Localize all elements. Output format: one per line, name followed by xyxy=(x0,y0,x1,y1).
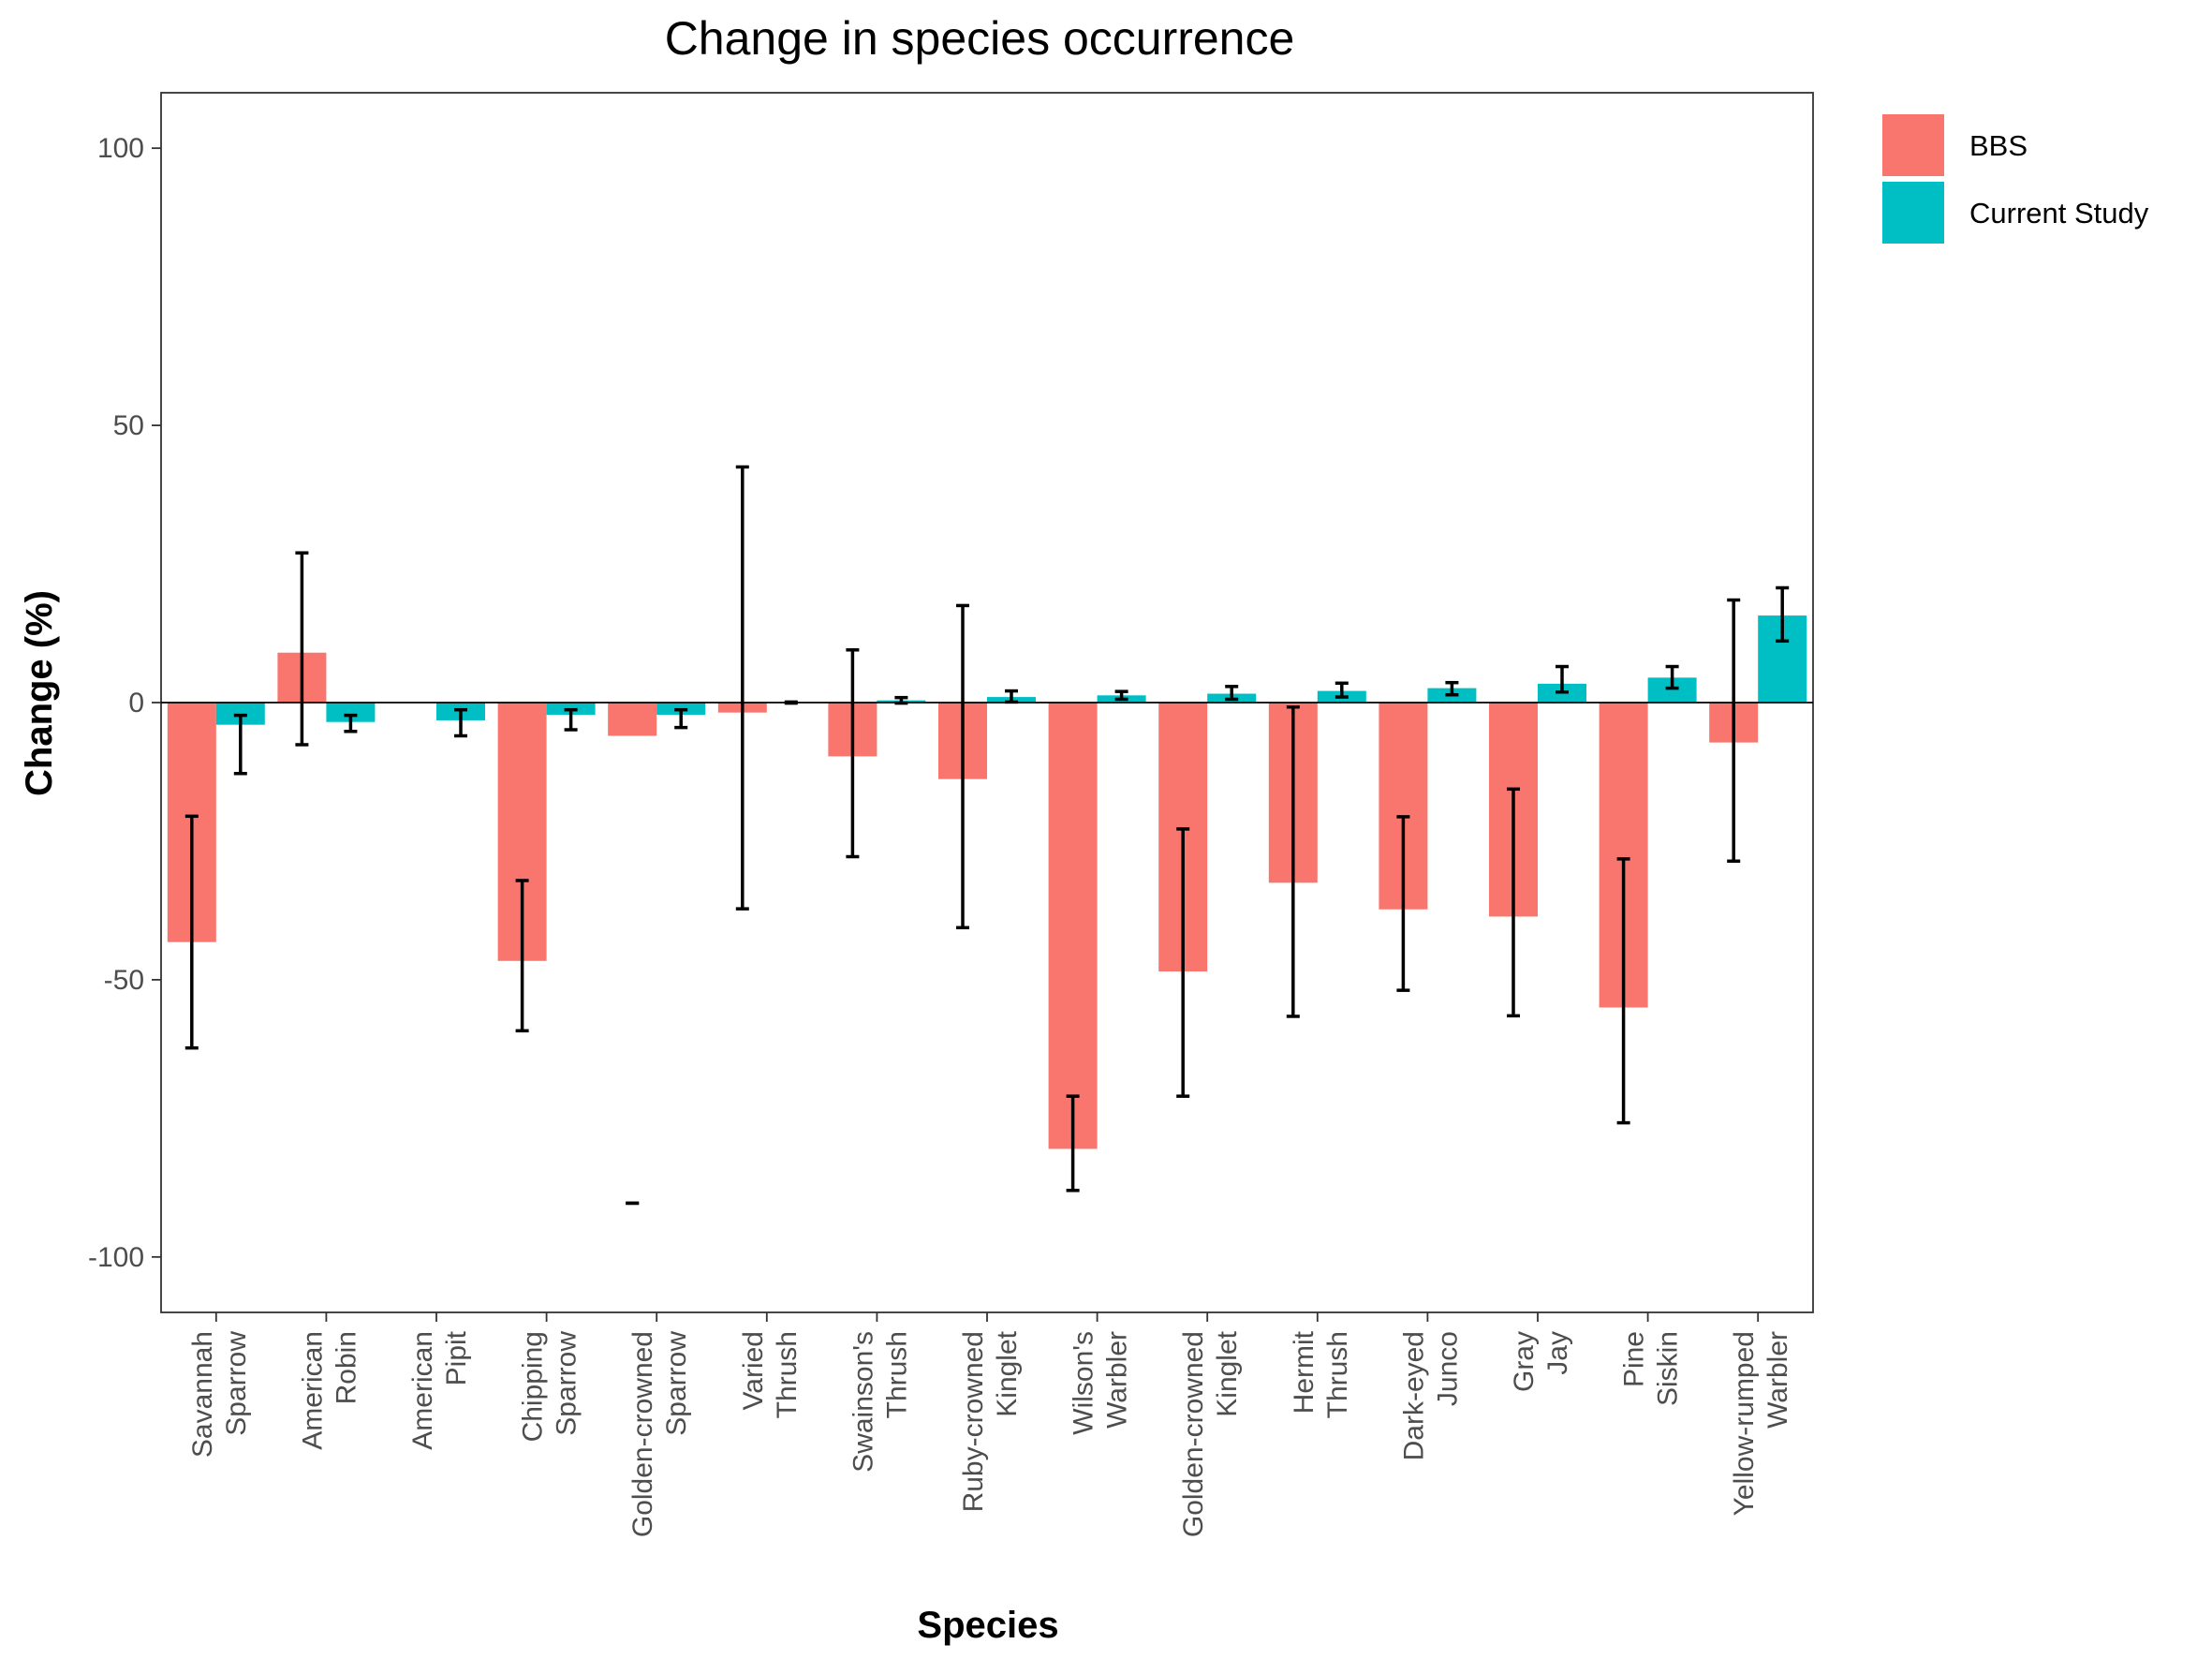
error-bar xyxy=(233,713,247,776)
error-bar xyxy=(515,879,529,1033)
plot-area: -100 -50 0 50 100 Savannah Sparrow American Robi… xyxy=(88,92,1814,1537)
bar-bbs xyxy=(608,703,657,736)
x-tick-label: Yellow-rumped Warbler xyxy=(1729,1331,1793,1516)
chart-title: Change in species occurrence xyxy=(665,12,1295,65)
y-tick-label: -100 xyxy=(88,1242,144,1273)
error-bar xyxy=(1066,1094,1080,1192)
error-bar xyxy=(1286,704,1300,1018)
error-bar xyxy=(1445,680,1459,697)
x-tick-label: American Pipit xyxy=(407,1330,472,1449)
x-tick-label: Golden-crowned Sparrow xyxy=(627,1331,692,1537)
error-bar xyxy=(295,551,309,747)
x-tick-label: Hermit Thrush xyxy=(1289,1330,1353,1418)
error-bar xyxy=(1225,685,1239,702)
y-tick-label: 50 xyxy=(113,410,144,441)
error-bar xyxy=(1396,815,1410,992)
x-tick-label: Varied Thrush xyxy=(738,1331,803,1418)
error-bar xyxy=(454,707,467,738)
error-bar xyxy=(674,707,688,730)
bar-current-study xyxy=(215,703,265,725)
legend-swatch xyxy=(1882,182,1944,244)
x-tick-label: Ruby-crowned Kinglet xyxy=(958,1330,1023,1512)
error-bar xyxy=(1114,689,1128,702)
error-bar xyxy=(564,707,578,732)
error-bar xyxy=(344,713,358,733)
legend: BBS Current Study xyxy=(1882,114,2149,244)
error-bar xyxy=(1335,681,1349,699)
y-tick-label: -50 xyxy=(104,965,144,996)
x-tick-label: Gray Jay xyxy=(1509,1331,1573,1392)
x-axis-title: Species xyxy=(917,1605,1058,1646)
error-bar xyxy=(1727,598,1741,864)
x-tick-label: American Robin xyxy=(297,1331,361,1450)
y-tick-label: 0 xyxy=(128,688,144,718)
legend-swatch xyxy=(1882,114,1944,176)
x-tick-label: Chipping Sparrow xyxy=(518,1331,582,1443)
error-bar xyxy=(1776,585,1790,644)
error-bar xyxy=(735,465,749,911)
error-bar xyxy=(1616,857,1630,1125)
x-tick-label: Golden-crowned Kinglet xyxy=(1178,1330,1243,1537)
bar-current-study xyxy=(326,703,376,722)
error-bar xyxy=(1507,787,1520,1018)
x-tick-label: Pine Siskin xyxy=(1619,1331,1684,1406)
legend-label: BBS xyxy=(1969,129,2028,162)
bar-bbs xyxy=(1048,703,1098,1149)
error-bar xyxy=(184,814,199,1050)
error-bar xyxy=(1665,664,1679,690)
error-bar xyxy=(956,603,969,930)
x-tick-label: Wilson's Warbler xyxy=(1069,1331,1133,1435)
x-tick-label: Swainson's Thrush xyxy=(848,1331,912,1473)
x-tick-label: Savannah Sparrow xyxy=(187,1331,252,1458)
y-axis-title: Change (%) xyxy=(19,590,60,796)
y-tick-label: 100 xyxy=(97,133,144,164)
legend-label: Current Study xyxy=(1969,197,2149,230)
error-bar xyxy=(1176,827,1190,1098)
error-bar xyxy=(1556,664,1569,694)
x-tick-label: Dark-eyed Junco xyxy=(1398,1331,1463,1460)
error-bar xyxy=(846,648,860,859)
